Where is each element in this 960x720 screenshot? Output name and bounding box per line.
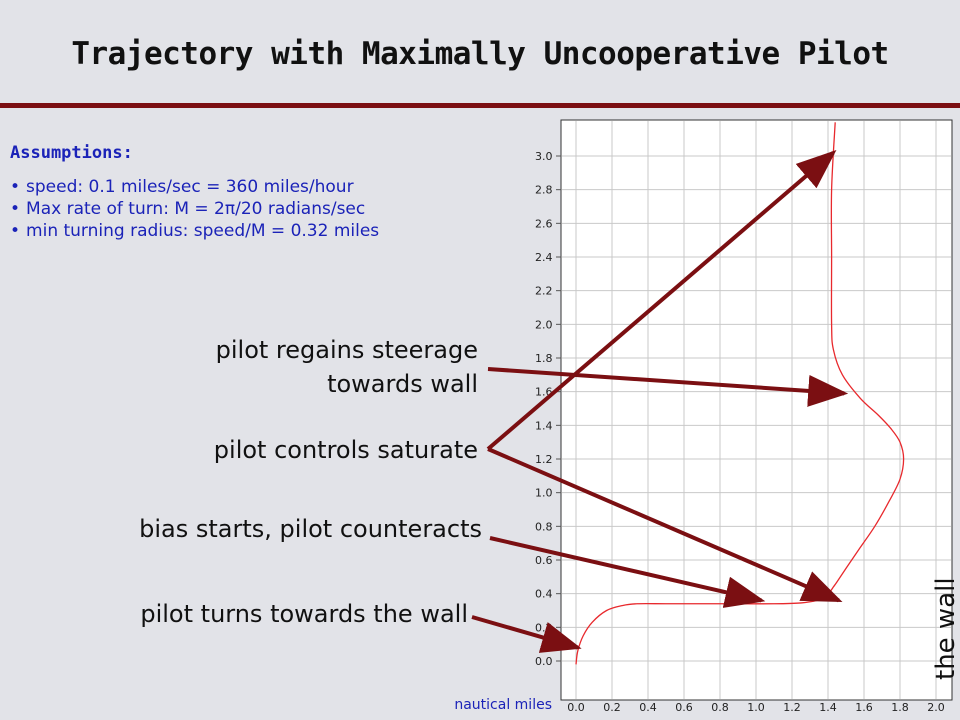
y-tick-label: 1.4 <box>535 419 553 432</box>
label-regains-line2: towards wall <box>327 370 478 398</box>
x-tick-label: 0.6 <box>675 701 693 714</box>
y-tick-label: 2.0 <box>535 318 553 331</box>
arrow-pilot-turns <box>471 615 582 653</box>
x-tick-label: 1.6 <box>855 701 873 714</box>
assumptions-heading: Assumptions: <box>10 143 133 163</box>
y-tick-label: 0.4 <box>535 588 553 601</box>
y-tick-label: 2.8 <box>535 184 553 197</box>
label-regains-line1: pilot regains steerage <box>215 336 478 364</box>
x-tick-label: 0.2 <box>603 701 621 714</box>
arrow-regains-steerage <box>487 367 849 407</box>
y-tick-label: 0.8 <box>535 520 553 533</box>
x-tick-label: 2.0 <box>927 701 945 714</box>
wall-label: the wall <box>931 577 960 680</box>
arrow-saturate-down <box>487 447 843 603</box>
assumption-turn-rate: Max rate of turn: M = 2π/20 radians/sec <box>10 198 379 220</box>
y-tick-label: 0.6 <box>535 554 553 567</box>
x-tick-label: 0.0 <box>567 701 585 714</box>
y-tick-label: 3.0 <box>535 150 553 163</box>
arrow-saturate-up <box>486 150 837 451</box>
label-pilot-turns: pilot turns towards the wall <box>140 600 468 628</box>
x-tick-label: 0.8 <box>711 701 729 714</box>
x-tick-label: 1.8 <box>891 701 909 714</box>
assumption-speed: speed: 0.1 miles/sec = 360 miles/hour <box>10 176 379 198</box>
slide-title: Trajectory with Maximally Uncooperative … <box>71 36 889 72</box>
y-tick-label: 2.2 <box>535 285 553 298</box>
y-tick-label: 0.2 <box>535 621 553 634</box>
y-tick-label: 1.8 <box>535 352 553 365</box>
x-tick-label: 1.2 <box>783 701 801 714</box>
label-controls-saturate: pilot controls saturate <box>213 436 478 464</box>
x-tick-label: 1.4 <box>819 701 837 714</box>
y-tick-label: 2.4 <box>535 251 553 264</box>
y-tick-label: 0.0 <box>535 655 553 668</box>
x-axis-label: nautical miles <box>454 697 552 713</box>
title-divider <box>0 103 960 108</box>
label-regains-steerage: pilot regains steerage towards wall <box>216 333 478 401</box>
label-bias-starts: bias starts, pilot counteracts <box>139 515 482 543</box>
y-tick-label: 2.6 <box>535 217 553 230</box>
assumptions-list: speed: 0.1 miles/sec = 360 miles/hour Ma… <box>10 176 379 242</box>
y-tick-label: 1.0 <box>535 487 553 500</box>
arrow-bias-starts <box>489 536 766 608</box>
assumption-turn-radius: min turning radius: speed/M = 0.32 miles <box>10 220 379 242</box>
y-tick-label: 1.2 <box>535 453 553 466</box>
x-tick-label: 1.0 <box>747 701 765 714</box>
x-tick-label: 0.4 <box>639 701 657 714</box>
